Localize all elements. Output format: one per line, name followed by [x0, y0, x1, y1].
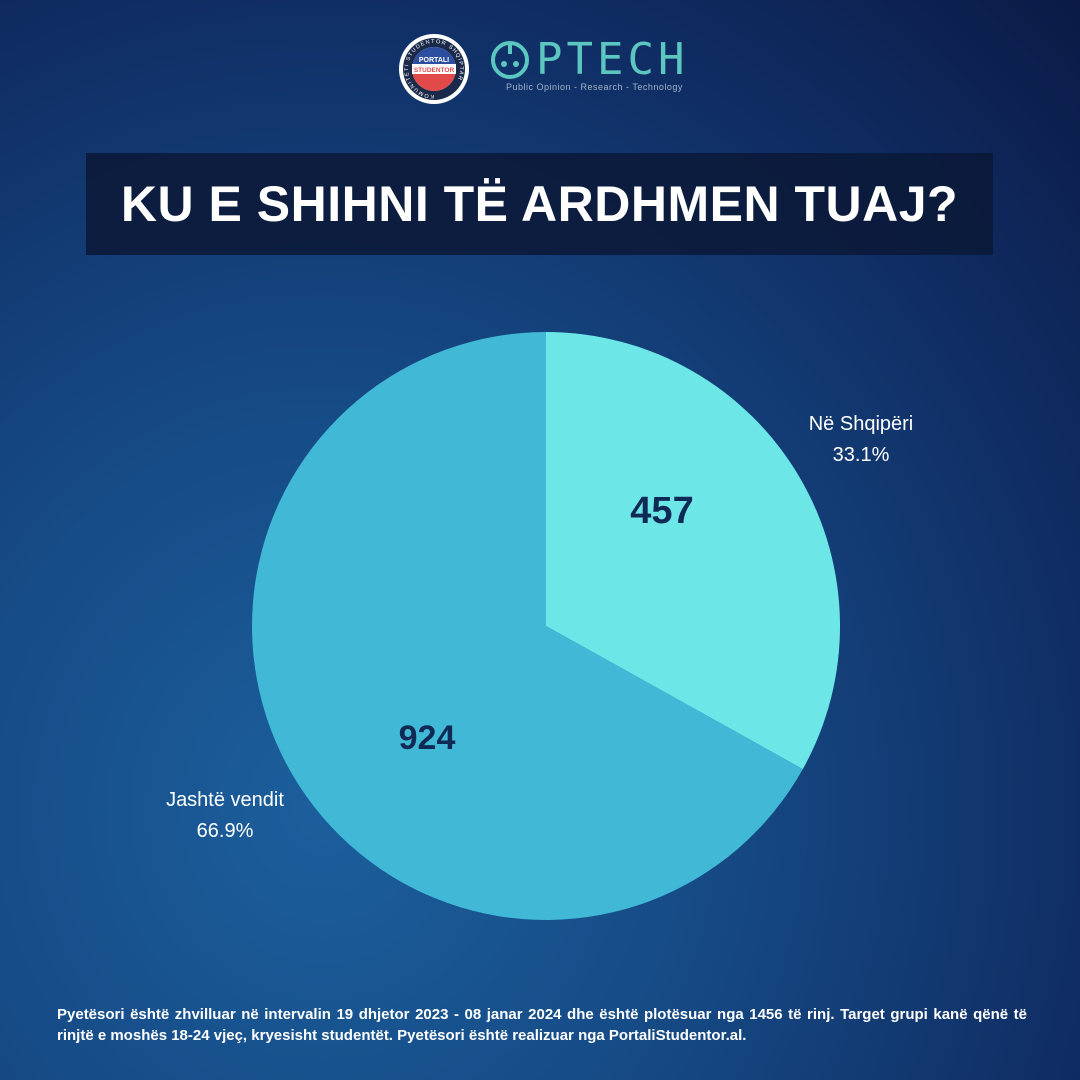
optech-o-icon — [491, 41, 529, 79]
pie-slice-ne-shqiperi — [546, 332, 840, 770]
optech-tagline: Public Opinion - Research - Technology — [506, 82, 683, 92]
badge-text-top: PORTALI — [419, 57, 449, 64]
pie-slice-jashte-vendit — [251, 332, 803, 920]
slice-value-jashte-vendit: 924 — [399, 719, 456, 757]
slice-value-ne-shqiperi: 457 — [630, 490, 693, 532]
slice-label-jashte-vendit: Jashtë vendit — [166, 789, 284, 811]
chart-title: KU E SHIHNI TË ARDHMEN TUAJ? — [120, 176, 959, 232]
logo-bar: PORTALI STUDENTOR KOMUNITETI STUDENTOR S… — [0, 28, 1080, 108]
optech-brand-name: PTECH — [536, 34, 689, 85]
slice-percent-ne-shqiperi: 33.1% — [833, 444, 890, 466]
slice-percent-jashte-vendit: 66.9% — [197, 820, 254, 842]
portali-studentor-badge-icon: PORTALI STUDENTOR KOMUNITETI STUDENTOR S… — [399, 34, 469, 104]
badge-text-bottom: STUDENTOR — [414, 67, 455, 74]
title-banner: KU E SHIHNI TË ARDHMEN TUAJ? — [86, 153, 993, 255]
survey-footnote: Pyetësori është zhvilluar në intervalin … — [57, 1006, 1027, 1044]
slice-label-ne-shqiperi: Në Shqipëri — [809, 413, 914, 435]
